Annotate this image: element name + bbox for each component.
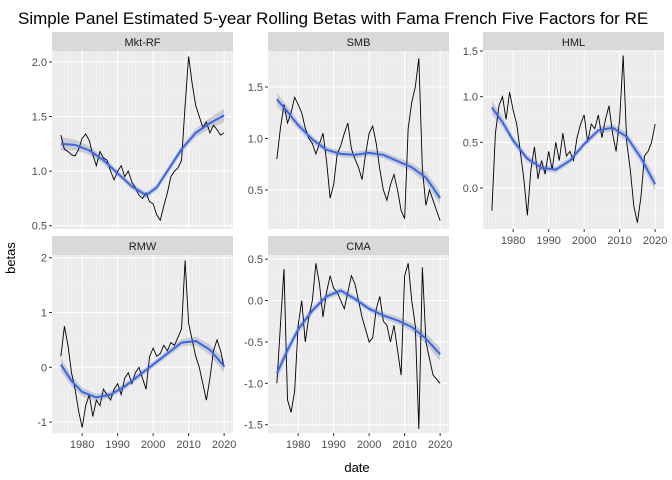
- y-tick-label: 1: [41, 308, 47, 320]
- facet-panel-mkt-rf: Mkt-RF 0.5 1.0 1.5 2.0: [32, 32, 233, 233]
- x-tick-label: 2020: [428, 439, 452, 451]
- y-tick-label: 0.5: [248, 185, 263, 197]
- y-tick-label: 2.0: [32, 57, 47, 69]
- y-tick-label: -1.0: [244, 378, 263, 390]
- y-tick-label: 0.0: [463, 183, 478, 195]
- x-tick-label: 1980: [501, 235, 525, 247]
- x-tick-label: 2000: [357, 439, 381, 451]
- x-tick-label: 2010: [176, 439, 200, 451]
- y-tick-label: 1.0: [32, 166, 47, 178]
- facet-strip-label: SMB: [347, 37, 371, 49]
- facet-panels: Mkt-RF 0.5 1.0 1.5 2.0 SMB 0.5 1.0 1.5 HML 0.0 0.5 1…: [32, 32, 667, 451]
- y-tick-label: 0.5: [248, 254, 263, 266]
- x-tick-label: 2020: [643, 235, 667, 247]
- beta-series-line: [276, 58, 441, 221]
- x-axis-title: date: [344, 460, 369, 475]
- y-tick-label: 1.0: [463, 92, 478, 104]
- facet-panel-smb: SMB 0.5 1.0 1.5: [248, 32, 449, 229]
- beta-series-line: [60, 260, 225, 428]
- x-tick-label: 1980: [286, 439, 310, 451]
- chart-title: Simple Panel Estimated 5-year Rolling Be…: [18, 9, 648, 28]
- facet-panel-rmw: RMW -1 0 1 2 1980 1990 2000 2010 2020: [37, 236, 236, 451]
- y-tick-label: 1.5: [248, 82, 263, 94]
- facet-strip: [268, 32, 449, 51]
- facet-strip-label: RMW: [129, 241, 157, 253]
- y-tick-label: -0.5: [244, 337, 263, 349]
- smooth-trend-line: [491, 107, 657, 185]
- smooth-trend-line: [60, 114, 225, 197]
- beta-series-line: [60, 56, 225, 222]
- y-tick-label: 1.0: [248, 133, 263, 145]
- facet-strip: [52, 236, 233, 255]
- facet-strip: [483, 32, 664, 51]
- facet-panel-hml: HML 0.0 0.5 1.0 1.5 1980 1990 2000 2010 2020: [463, 32, 667, 247]
- y-tick-label: 0.5: [32, 221, 47, 233]
- y-tick-label: 0.5: [463, 137, 478, 149]
- x-tick-label: 2020: [212, 439, 236, 451]
- y-tick-label: 1.5: [32, 112, 47, 124]
- facet-panel-cma: CMA -1.5 -1.0 -0.5 0.0 0.5 1980 1990 2000 2010 202…: [244, 236, 452, 451]
- y-tick-label: 0.0: [248, 296, 263, 308]
- y-tick-label: -1: [37, 417, 47, 429]
- x-tick-label: 2010: [392, 439, 416, 451]
- x-tick-label: 2000: [141, 439, 165, 451]
- smooth-trend-line: [60, 339, 225, 399]
- beta-series-line: [491, 55, 656, 223]
- facet-strip: [268, 236, 449, 255]
- x-tick-label: 1990: [536, 235, 560, 247]
- y-tick-label: -1.5: [244, 420, 263, 432]
- x-tick-label: 1990: [321, 439, 345, 451]
- y-tick-label: 0: [41, 362, 47, 374]
- facet-strip-label: Mkt-RF: [124, 37, 160, 49]
- x-tick-label: 2010: [607, 235, 631, 247]
- facet-strip-label: CMA: [346, 241, 371, 253]
- facet-strip: [52, 32, 233, 51]
- x-tick-label: 2000: [572, 235, 596, 247]
- y-tick-label: 1.5: [463, 46, 478, 58]
- x-tick-label: 1980: [70, 439, 94, 451]
- facet-strip-label: HML: [562, 37, 585, 49]
- y-tick-label: 2: [41, 253, 47, 265]
- smooth-trend-line: [275, 289, 441, 374]
- y-axis-title: betas: [3, 242, 18, 274]
- smooth-trend-line: [276, 98, 441, 199]
- x-tick-label: 1990: [105, 439, 129, 451]
